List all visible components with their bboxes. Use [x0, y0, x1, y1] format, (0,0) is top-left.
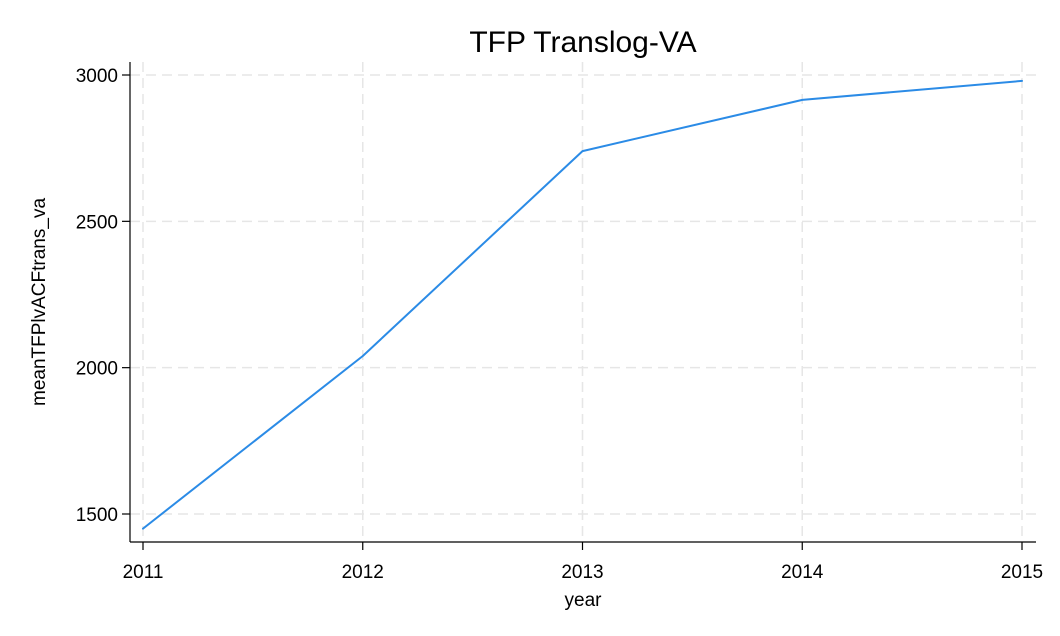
x-tick-label: 2012: [342, 562, 384, 583]
grid: [130, 62, 1036, 542]
y-tick-label: 2000: [76, 359, 118, 380]
chart-title: TFP Translog-VA: [469, 26, 696, 59]
series-line: [142, 79, 1023, 530]
x-tick-label: 2015: [1001, 562, 1043, 583]
x-tick-label: 2014: [781, 562, 824, 583]
x-tick-label: 2013: [561, 562, 603, 583]
y-tick-label: 2500: [76, 212, 118, 233]
x-tick-label: 2011: [123, 562, 164, 583]
y-axis-title: meanTFPlvACFtrans_va: [29, 198, 50, 406]
series: [142, 79, 1023, 530]
ticks: 1500 2000 2500 3000 2011 2012 2013 2014 2015: [76, 66, 1043, 583]
x-axis-title: year: [565, 590, 603, 611]
y-tick-label: 1500: [76, 505, 118, 526]
y-tick-label: 3000: [76, 66, 118, 87]
